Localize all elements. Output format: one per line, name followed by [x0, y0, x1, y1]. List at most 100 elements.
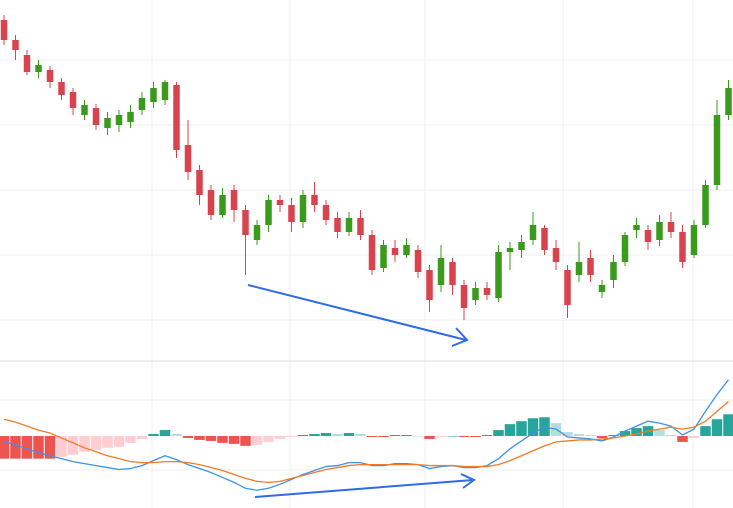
candle-body: [564, 270, 571, 305]
histogram-bar: [608, 435, 619, 436]
histogram-bar: [274, 435, 286, 439]
divergence-arrow: [247, 284, 467, 341]
macd-line: [3, 400, 729, 484]
candle-body: [138, 98, 146, 110]
histogram-bar: [412, 435, 424, 437]
candle-body: [518, 242, 525, 250]
histogram-bar: [631, 428, 642, 436]
histogram-bar: [665, 435, 677, 436]
histogram-bar: [654, 430, 665, 436]
candle-body: [679, 232, 686, 262]
candle-body: [656, 222, 663, 240]
marks: [0, 15, 733, 491]
histogram-bar: [90, 435, 102, 450]
arrow-head: [460, 473, 476, 489]
histogram-bar: [217, 435, 228, 443]
histogram-bar: [677, 435, 688, 442]
histogram-bar: [194, 435, 205, 440]
histogram-bar: [355, 434, 366, 436]
histogram-bar: [286, 435, 297, 437]
candle-body: [541, 228, 548, 250]
histogram-bar: [378, 435, 389, 437]
candle-body: [219, 195, 226, 215]
histogram-bar: [504, 424, 516, 436]
histogram-bar: [596, 435, 608, 438]
candle-body: [311, 195, 318, 205]
candle-body: [506, 248, 514, 252]
candle-body: [184, 145, 192, 172]
candle-body: [0, 20, 8, 40]
annotations: [247, 284, 476, 498]
candle-body: [483, 288, 491, 295]
histogram-bar: [0, 435, 10, 459]
divergence-arrow: [254, 479, 474, 498]
histogram-bar: [44, 435, 56, 459]
histogram-bar: [481, 435, 493, 436]
histogram-bar: [171, 434, 182, 436]
candle-body: [322, 205, 330, 220]
histogram-bar: [79, 435, 90, 452]
candle-body: [495, 252, 502, 298]
histogram-bar: [205, 435, 217, 441]
candle-body: [690, 225, 698, 255]
candle-body: [380, 245, 387, 268]
histogram-bar: [458, 435, 470, 437]
candle-body: [92, 108, 100, 125]
histogram-bar: [102, 435, 113, 448]
candle-body: [621, 235, 629, 262]
candle-body: [575, 262, 583, 275]
histogram-bar: [366, 435, 378, 437]
histogram-bar: [585, 435, 596, 436]
histogram-bar: [113, 435, 125, 447]
candle-body: [426, 270, 433, 300]
candle-body: [587, 258, 594, 275]
candle-body: [253, 225, 261, 240]
histogram-bar: [67, 435, 79, 455]
histogram-bar: [309, 434, 320, 436]
histogram-bar: [332, 434, 343, 436]
candle-body: [196, 170, 203, 195]
candle-body: [46, 70, 54, 82]
candle-body: [472, 288, 479, 300]
histogram-bar: [711, 419, 723, 436]
candle-body: [115, 115, 123, 125]
candle-body: [127, 112, 134, 122]
candle-body: [644, 230, 652, 242]
histogram-bar: [240, 435, 251, 446]
candle-body: [529, 225, 537, 240]
histogram-bar: [159, 430, 171, 436]
candle-body: [150, 88, 157, 102]
candle-body: [58, 82, 65, 95]
candle-body: [299, 195, 307, 222]
histogram-bar: [424, 435, 435, 439]
candle-body: [207, 190, 215, 215]
histogram-bar: [56, 435, 67, 457]
candle-body: [334, 218, 341, 232]
candle-body: [230, 190, 238, 210]
candle-body: [702, 185, 709, 225]
histogram-bar: [297, 435, 309, 436]
histogram-bar: [10, 435, 21, 459]
histogram-bar: [136, 435, 148, 439]
candle-body: [12, 40, 19, 50]
candle-body: [288, 205, 295, 222]
candle-body: [357, 218, 364, 235]
candle-body: [81, 105, 88, 115]
candle-body: [725, 88, 732, 115]
candle-body: [598, 285, 606, 292]
histogram-bar: [516, 421, 527, 436]
histogram-bar: [619, 431, 631, 436]
candle-body: [460, 285, 468, 308]
candle-body: [713, 115, 721, 185]
histogram-bar: [688, 435, 700, 438]
histogram-bar: [700, 426, 711, 436]
candle-body: [345, 218, 353, 232]
histogram-bar: [320, 433, 332, 436]
histogram-bar: [573, 434, 585, 436]
candle-body: [265, 200, 272, 225]
candle-body: [242, 210, 249, 235]
candle-body: [667, 222, 675, 232]
candle-body: [23, 55, 31, 72]
candle-body: [35, 65, 42, 72]
